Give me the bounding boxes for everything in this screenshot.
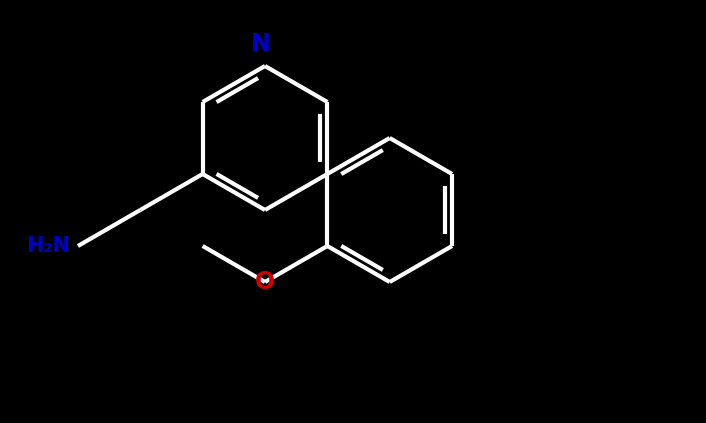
- Text: O: O: [255, 270, 275, 294]
- Text: N: N: [251, 32, 271, 56]
- Text: H₂N: H₂N: [26, 236, 70, 256]
